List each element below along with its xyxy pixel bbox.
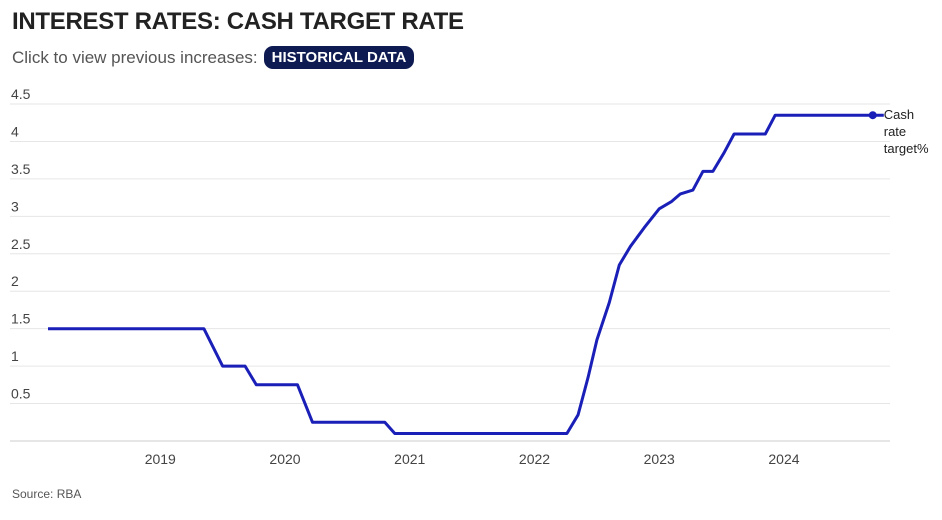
x-axis-ticks: 2019 2020 2021 2022 2023 2024 xyxy=(145,451,800,467)
y-axis-ticks: 0.5 1 1.5 2 2.5 3 3.5 4 4.5 xyxy=(11,86,31,402)
x-tick-label: 2022 xyxy=(519,451,550,467)
x-tick-label: 2024 xyxy=(768,451,799,467)
subtitle: Click to view previous increases: xyxy=(12,47,258,67)
y-tick-label: 1.5 xyxy=(11,311,31,327)
y-tick-label: 2.5 xyxy=(11,236,31,252)
source-note: Source: RBA xyxy=(12,487,82,501)
x-tick-label: 2020 xyxy=(269,451,300,467)
y-tick-label: 1 xyxy=(11,348,19,364)
chart-grid xyxy=(10,103,890,405)
x-tick-label: 2019 xyxy=(145,451,176,467)
series-end-label-line: rate xyxy=(884,124,906,139)
y-tick-label: 3.5 xyxy=(11,161,31,177)
y-tick-label: 2 xyxy=(11,273,19,289)
subtitle-row: Click to view previous increases: HISTOR… xyxy=(12,46,415,69)
series-end-label-line: Cash xyxy=(884,107,914,122)
series-end-label-line: target% xyxy=(884,141,929,156)
y-tick-label: 3 xyxy=(11,198,19,214)
page-title: INTEREST RATES: CASH TARGET RATE xyxy=(12,8,464,35)
y-tick-label: 4 xyxy=(11,123,19,139)
y-tick-label: 4.5 xyxy=(11,86,31,102)
historical-data-button[interactable]: HISTORICAL DATA xyxy=(263,46,415,69)
x-tick-label: 2023 xyxy=(644,451,675,467)
series-end-marker[interactable] xyxy=(868,111,877,120)
x-tick-label: 2021 xyxy=(394,451,425,467)
series-line-cash-rate[interactable] xyxy=(48,113,884,435)
series-end-label: Cash rate target% xyxy=(884,107,929,156)
y-tick-label: 0.5 xyxy=(11,386,31,402)
